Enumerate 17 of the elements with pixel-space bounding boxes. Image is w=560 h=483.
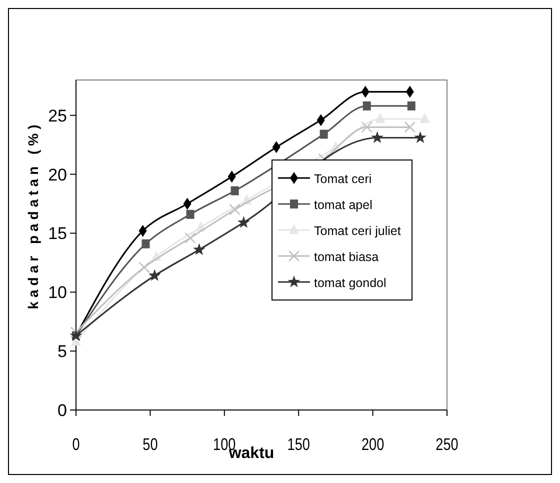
legend-label: tomat apel [314,198,372,212]
y-tick-label: 0 [58,401,67,420]
y-tick-label: 10 [48,283,67,302]
x-tick-label: 250 [436,436,458,454]
x-tick-label: 200 [361,436,384,454]
y-tick-label: 20 [48,165,67,184]
y-tick-label: 5 [58,342,67,362]
y-axis-title: kadar padatan (%) [25,120,41,310]
legend-label: Tomat ceri juliet [314,224,402,238]
y-tick-label: 15 [48,224,67,244]
x-tick-label: 50 [142,436,158,454]
y-tick-label: 25 [48,106,67,126]
legend-label: tomat biasa [314,250,379,264]
x-tick-label: 0 [72,436,80,454]
x-tick-label: 150 [287,436,310,454]
legend-label: tomat gondol [314,276,386,290]
legend-label: Tomat ceri [314,172,372,186]
